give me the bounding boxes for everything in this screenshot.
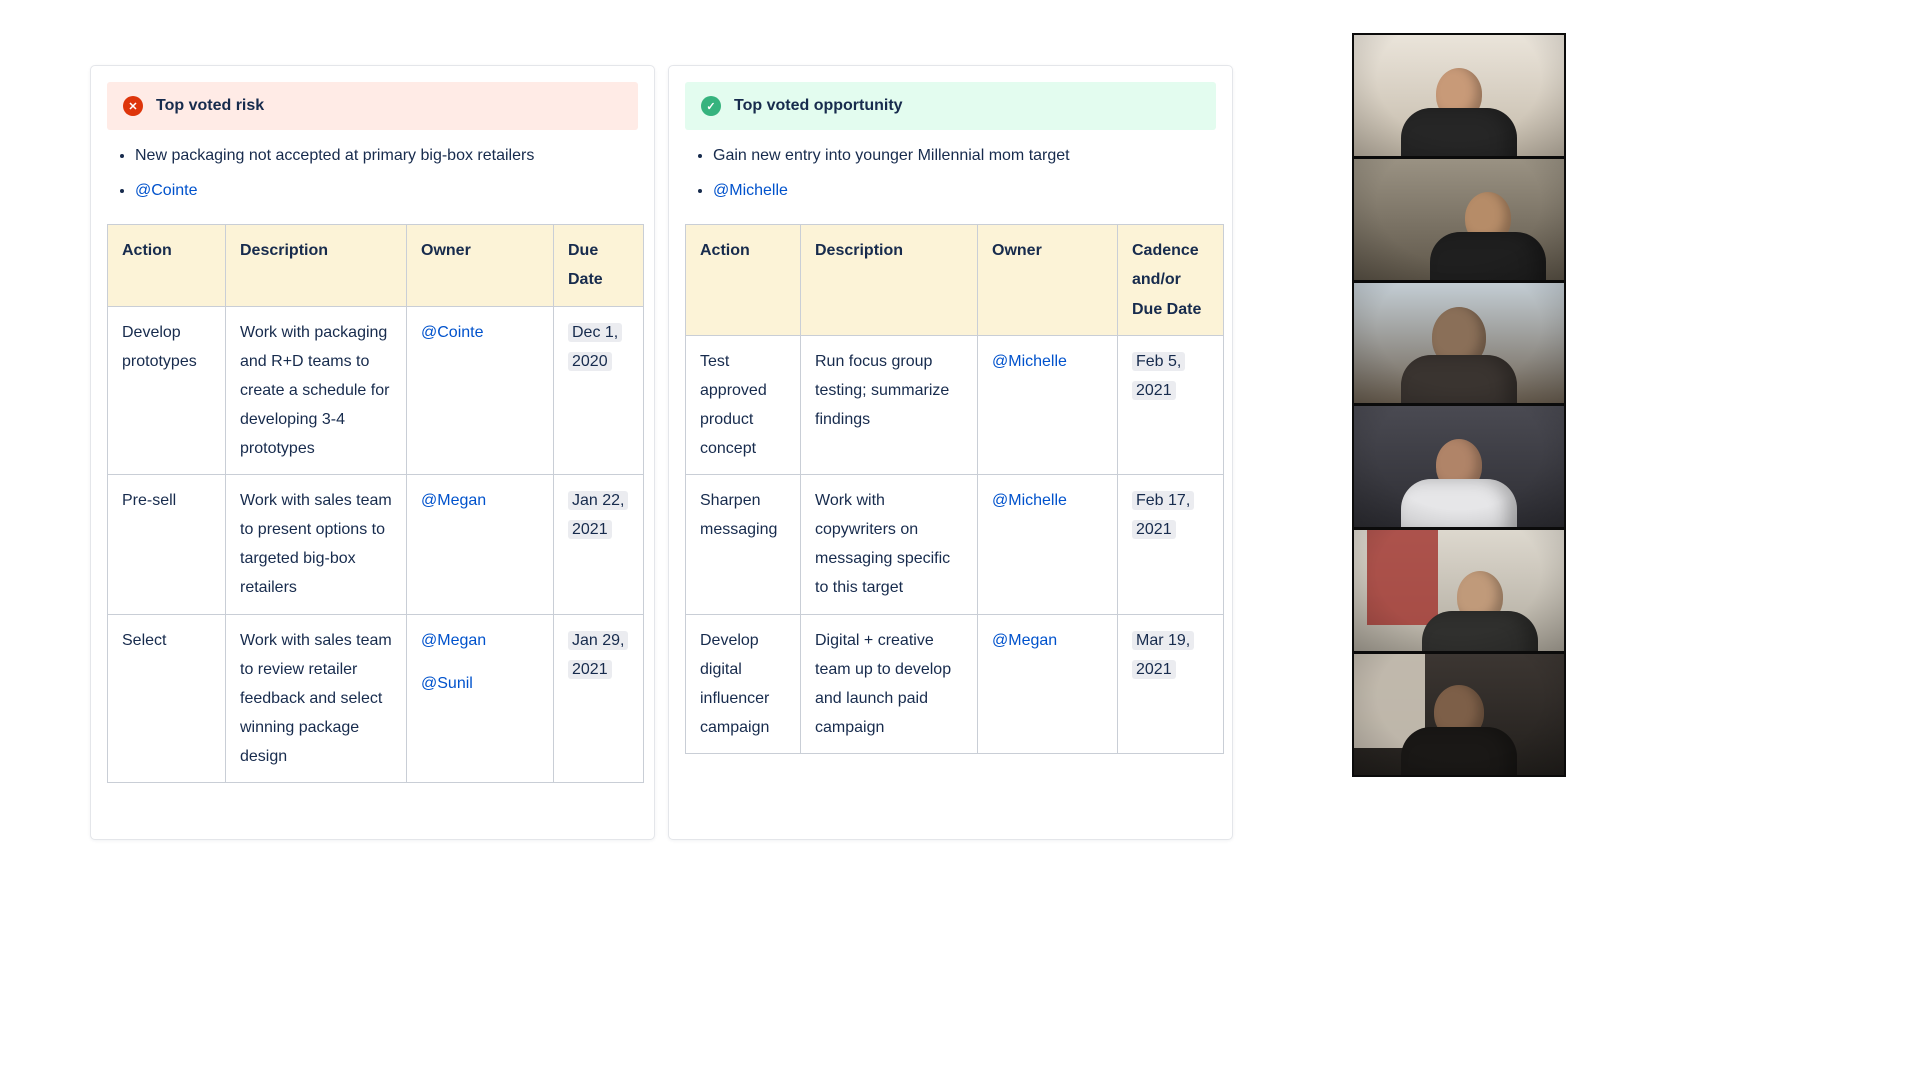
- opportunity-banner-title: Top voted opportunity: [734, 97, 903, 114]
- owner-cell: @Cointe: [406, 305, 554, 476]
- column-header-action: Action: [107, 224, 226, 307]
- mention-link-megan[interactable]: @Megan: [421, 631, 487, 649]
- opportunity-action-table: Action Description Owner Cadence and/or …: [685, 224, 1224, 755]
- mention-link-michelle[interactable]: @Michelle: [992, 492, 1067, 510]
- check-icon: ✓: [701, 96, 721, 116]
- table-row: Sharpen messaging Work with copywriters …: [685, 474, 1224, 615]
- due-date-cell: Jan 22, 2021: [553, 474, 644, 615]
- participant-silhouette: [1384, 307, 1534, 404]
- description-cell: Work with sales team to review retailer …: [225, 613, 407, 784]
- date-lozenge: Mar 19, 2021: [1132, 630, 1195, 679]
- table-row: Develop digital influencer campaign Digi…: [685, 613, 1224, 755]
- column-header-action: Action: [685, 224, 801, 336]
- participant-silhouette: [1405, 571, 1555, 652]
- description-cell: Digital + creative team up to develop an…: [800, 613, 978, 755]
- participant-silhouette: [1384, 684, 1534, 775]
- mention-link-megan[interactable]: @Megan: [992, 631, 1058, 649]
- video-call-strip: [1352, 33, 1566, 777]
- opportunity-panel: ✓ Top voted opportunity Gain new entry i…: [668, 65, 1233, 840]
- opportunity-bullet-list: Gain new entry into younger Millennial m…: [713, 144, 1216, 202]
- table-row: Select Work with sales team to review re…: [107, 613, 644, 784]
- risk-banner-title: Top voted risk: [156, 97, 265, 114]
- action-cell: Pre-sell: [107, 474, 226, 615]
- action-cell: Sharpen messaging: [685, 474, 801, 615]
- date-lozenge: Dec 1, 2020: [568, 322, 623, 371]
- risk-bullet-list: New packaging not accepted at primary bi…: [135, 144, 638, 202]
- error-icon: ✕: [123, 96, 143, 116]
- opportunity-bullet-text: Gain new entry into younger Millennial m…: [713, 144, 1216, 167]
- column-header-owner: Owner: [406, 224, 554, 307]
- description-cell: Work with sales team to present options …: [225, 474, 407, 615]
- date-lozenge: Jan 29, 2021: [568, 630, 629, 679]
- opportunity-banner: ✓ Top voted opportunity: [685, 82, 1216, 130]
- participant-silhouette: [1413, 191, 1563, 280]
- owner-cell: @Michelle: [977, 474, 1118, 615]
- column-header-due-date: Due Date: [553, 224, 644, 307]
- action-cell: Develop digital influencer campaign: [685, 613, 801, 755]
- risk-bullet-text: New packaging not accepted at primary bi…: [135, 144, 638, 167]
- participant-video-4[interactable]: [1354, 406, 1564, 528]
- action-cell: Develop prototypes: [107, 305, 226, 476]
- owner-cell: @Megan: [977, 613, 1118, 755]
- mention-link-michelle[interactable]: @Michelle: [713, 182, 788, 200]
- table-header-row: Action Description Owner Due Date: [107, 224, 644, 307]
- table-header-row: Action Description Owner Cadence and/or …: [685, 224, 1224, 336]
- participant-video-3[interactable]: [1354, 282, 1564, 404]
- risk-action-table: Action Description Owner Due Date Develo…: [107, 224, 644, 784]
- date-lozenge: Feb 5, 2021: [1132, 351, 1186, 400]
- mention-link-cointe[interactable]: @Cointe: [421, 323, 484, 341]
- owner-cell: @Megan @Sunil: [406, 613, 554, 784]
- participant-video-6[interactable]: [1354, 654, 1564, 775]
- owner-cell: @Michelle: [977, 334, 1118, 476]
- mention-link-cointe[interactable]: @Cointe: [135, 182, 198, 200]
- table-row: Develop prototypes Work with packaging a…: [107, 305, 644, 476]
- due-date-cell: Mar 19, 2021: [1117, 613, 1224, 755]
- due-date-cell: Feb 5, 2021: [1117, 334, 1224, 476]
- participant-silhouette: [1384, 67, 1534, 156]
- due-date-cell: Jan 29, 2021: [553, 613, 644, 784]
- table-row: Test approved product concept Run focus …: [685, 334, 1224, 476]
- risk-panel: ✕ Top voted risk New packaging not accep…: [90, 65, 655, 840]
- risk-banner: ✕ Top voted risk: [107, 82, 638, 130]
- column-header-owner: Owner: [977, 224, 1118, 336]
- due-date-cell: Feb 17, 2021: [1117, 474, 1224, 615]
- description-cell: Work with copywriters on messaging speci…: [800, 474, 978, 615]
- participant-silhouette: [1384, 439, 1534, 528]
- mention-link-michelle[interactable]: @Michelle: [992, 352, 1067, 370]
- participant-video-5[interactable]: [1354, 530, 1564, 652]
- participant-video-1[interactable]: [1354, 35, 1564, 156]
- table-row: Pre-sell Work with sales team to present…: [107, 474, 644, 615]
- background-window: [1354, 654, 1426, 749]
- mention-link-megan[interactable]: @Megan: [421, 492, 487, 510]
- description-cell: Work with packaging and R+D teams to cre…: [225, 305, 407, 476]
- column-header-description: Description: [225, 224, 407, 307]
- date-lozenge: Feb 17, 2021: [1132, 491, 1195, 540]
- due-date-cell: Dec 1, 2020: [553, 305, 644, 476]
- date-lozenge: Jan 22, 2021: [568, 491, 629, 540]
- action-cell: Select: [107, 613, 226, 784]
- risk-bullet-mention: @Cointe: [135, 179, 638, 202]
- owner-cell: @Megan: [406, 474, 554, 615]
- mention-link-sunil[interactable]: @Sunil: [421, 674, 473, 692]
- column-header-cadence-due-date: Cadence and/or Due Date: [1117, 224, 1224, 336]
- participant-video-2[interactable]: [1354, 158, 1564, 280]
- background-artwork: [1366, 530, 1438, 625]
- opportunity-bullet-mention: @Michelle: [713, 179, 1216, 202]
- action-cell: Test approved product concept: [685, 334, 801, 476]
- description-cell: Run focus group testing; summarize findi…: [800, 334, 978, 476]
- column-header-description: Description: [800, 224, 978, 336]
